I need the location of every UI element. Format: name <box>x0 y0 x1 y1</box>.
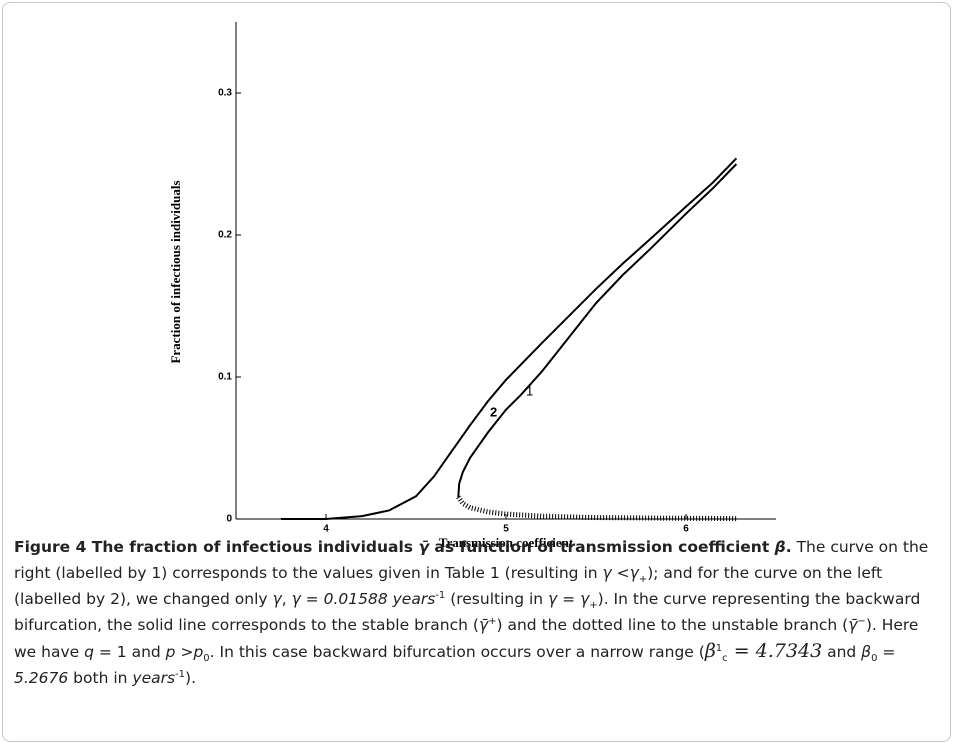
unstable-branch <box>456 495 737 522</box>
curve-label: 2 <box>490 404 497 419</box>
caption-text: β <box>861 643 872 661</box>
caption-text: = 4.7343 <box>727 640 823 662</box>
caption-text: ). Here we have <box>14 616 919 661</box>
caption-text: − <box>857 615 866 627</box>
caption-text: p <box>165 643 176 661</box>
caption-text: . <box>785 538 792 556</box>
caption-text: γ̄ <box>848 616 858 634</box>
y-tick-label: 0.1 <box>218 372 232 383</box>
caption-text: both in <box>68 669 133 687</box>
caption-text: > <box>175 643 194 661</box>
caption-text: -1 <box>175 668 186 680</box>
caption-text: + <box>638 574 648 586</box>
caption-text: (resulting in <box>445 590 549 608</box>
caption-text: . In this case backward bifurcation occu… <box>209 643 705 661</box>
caption-text: γ <box>629 564 639 582</box>
caption-text: q <box>84 643 94 661</box>
caption-text: + <box>488 615 497 627</box>
caption-text: The curve on the right (labelled by 1) c… <box>14 538 929 582</box>
caption-text: + <box>589 600 598 612</box>
caption-text: < <box>611 564 630 582</box>
x-axis-label: Transmission coefficient <box>439 535 574 550</box>
x-tick-label: 4 <box>323 524 329 535</box>
caption-text: 0.01588 years <box>323 590 436 608</box>
caption-text: = 1 and <box>93 643 166 661</box>
caption-text: = <box>300 590 324 608</box>
caption-text: 1 <box>715 642 723 654</box>
x-tick-label: 6 <box>683 524 689 535</box>
caption-text: γ <box>602 564 612 582</box>
caption-text: ) and the dotted line to the unstable br… <box>496 616 849 634</box>
curve-label: 1 <box>526 383 533 398</box>
caption-text: Figure 4 The fraction of infectious indi… <box>14 538 419 556</box>
caption-text: γ <box>272 590 282 608</box>
caption-text: 0 <box>203 653 210 665</box>
caption-text: γ̄ <box>478 616 489 634</box>
caption-text: and <box>822 643 862 661</box>
caption-text: γ <box>291 590 301 608</box>
caption-text: 0 <box>871 653 878 665</box>
curve <box>281 157 738 520</box>
caption-text: ); and for the curve on the left (labell… <box>14 564 883 608</box>
caption-text: -1 <box>435 589 446 601</box>
caption-text: = <box>557 590 581 608</box>
y-axis-label: Fraction of infectious individuals <box>168 180 183 363</box>
caption-text: γ̄ <box>418 538 429 556</box>
caption-text: years <box>132 669 176 687</box>
caption-text: ). In the curve representing the backwar… <box>14 590 921 634</box>
caption-text: γ <box>548 590 558 608</box>
caption-text: c <box>722 653 728 665</box>
caption: Figure 4 The fraction of infectious indi… <box>14 534 944 691</box>
y-tick-label: 0 <box>226 514 232 525</box>
caption-text: , <box>281 590 292 608</box>
chart: Transmission coefficient Fraction of inf… <box>168 22 776 550</box>
caption-text: = 5.2676 <box>14 643 896 687</box>
caption-text: as function of transmission coefficient <box>429 538 775 556</box>
caption-text: γ <box>580 590 590 608</box>
y-tick-label: 0.3 <box>218 88 232 99</box>
curve <box>457 163 738 498</box>
caption-text: β <box>774 538 786 556</box>
caption-text: β <box>704 640 716 662</box>
x-tick-label: 5 <box>503 524 509 535</box>
caption-text: p <box>193 643 204 661</box>
caption-text: ). <box>185 669 197 687</box>
y-tick-label: 0.2 <box>218 230 232 241</box>
